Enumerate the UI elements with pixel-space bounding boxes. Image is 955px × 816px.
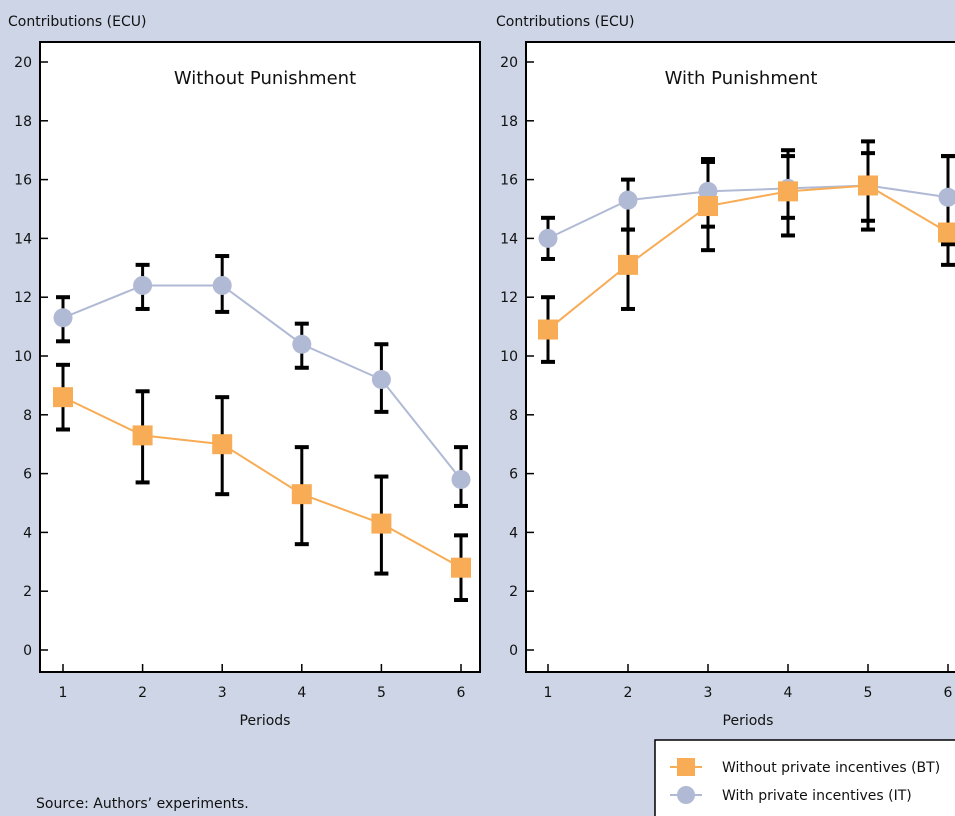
- y-tick-label: 12: [500, 290, 518, 306]
- data-point-it: [292, 334, 312, 354]
- y-tick-label: 0: [23, 643, 32, 659]
- data-point-it: [451, 469, 471, 489]
- y-tick-label: 20: [500, 55, 518, 71]
- y-tick-label: 18: [14, 114, 32, 130]
- y-tick-label: 16: [500, 173, 518, 189]
- data-point-bt: [858, 175, 878, 196]
- x-tick-label: 2: [624, 685, 633, 701]
- panel-with-punishment: Contributions (ECU) With Punishment Peri…: [496, 14, 955, 729]
- data-point-it: [618, 190, 638, 210]
- legend: Without private incentives (BT) With pri…: [654, 739, 955, 816]
- x-ticks: 1 2 3 4 5 6: [59, 664, 466, 701]
- x-tick-label: 1: [544, 685, 553, 701]
- y-tick-label: 0: [509, 643, 518, 659]
- series-layer: [538, 139, 955, 364]
- y-tick-label: 14: [14, 231, 32, 247]
- y-ticks: 0 2 4 6 8 10 12 14 16 18 20: [500, 55, 534, 659]
- series-layer: [53, 254, 471, 603]
- x-tick-label: 4: [297, 685, 306, 701]
- x-tick-label: 3: [218, 685, 227, 701]
- legend-it-circle-icon: [677, 786, 695, 804]
- data-point-bt: [132, 425, 153, 446]
- data-point-it: [212, 275, 232, 295]
- x-tick-label: 2: [138, 685, 147, 701]
- data-point-bt: [698, 196, 718, 217]
- legend-it-label: With private incentives (IT): [722, 788, 912, 804]
- error-bar-bt: [941, 154, 955, 267]
- series-line-it: [547, 184, 949, 240]
- x-tick-label: 5: [377, 685, 386, 701]
- y-tick-label: 18: [500, 114, 518, 130]
- y-tick-label: 8: [23, 408, 32, 424]
- x-ticks: 1 2 3 4 5 6: [544, 664, 953, 701]
- y-axis-label: Contributions (ECU): [8, 14, 146, 30]
- y-tick-label: 14: [500, 231, 518, 247]
- data-point-it: [53, 308, 73, 328]
- y-ticks: 0 2 4 6 8 10 12 14 16 18 20: [14, 55, 48, 659]
- x-tick-label: 6: [457, 685, 466, 701]
- data-point-it: [538, 228, 558, 248]
- y-tick-label: 12: [14, 290, 32, 306]
- x-tick-label: 3: [704, 685, 713, 701]
- legend-bt-square-icon: [677, 758, 695, 776]
- y-tick-label: 20: [14, 55, 32, 71]
- x-tick-label: 4: [784, 685, 793, 701]
- y-tick-label: 2: [23, 584, 32, 600]
- data-point-it: [371, 370, 391, 390]
- data-point-bt: [538, 319, 558, 340]
- data-point-bt: [618, 254, 638, 275]
- y-tick-label: 4: [23, 525, 32, 541]
- panel-without-punishment: Contributions (ECU) Without Punishment P…: [8, 14, 481, 729]
- legend-box: [654, 739, 955, 816]
- data-point-bt: [371, 513, 392, 534]
- y-tick-label: 16: [14, 173, 32, 189]
- source-note: Source: Authors’ experiments.: [36, 796, 249, 812]
- data-point-it: [938, 187, 955, 207]
- series-line-bt: [62, 396, 462, 569]
- data-point-bt: [778, 181, 798, 202]
- data-point-bt: [291, 484, 312, 505]
- x-tick-label: 5: [864, 685, 873, 701]
- legend-bt-label: Without private incentives (BT): [722, 760, 940, 776]
- plot-area: [39, 41, 481, 673]
- x-axis-label: Periods: [723, 713, 774, 729]
- x-axis-label: Periods: [240, 713, 291, 729]
- y-tick-label: 8: [509, 408, 518, 424]
- plot-area: [525, 41, 955, 673]
- y-tick-label: 4: [509, 525, 518, 541]
- y-tick-label: 2: [509, 584, 518, 600]
- y-tick-label: 6: [23, 467, 32, 483]
- data-point-it: [133, 275, 153, 295]
- data-point-bt: [938, 222, 955, 243]
- data-point-bt: [451, 557, 471, 578]
- y-tick-label: 6: [509, 467, 518, 483]
- chart-title: Without Punishment: [174, 68, 356, 89]
- series-line-bt: [547, 184, 949, 331]
- chart-title: With Punishment: [665, 68, 818, 89]
- y-axis-label: Contributions (ECU): [496, 14, 634, 30]
- y-tick-label: 10: [500, 349, 518, 365]
- x-tick-label: 6: [944, 685, 953, 701]
- data-point-bt: [53, 387, 73, 408]
- series-line-it: [62, 284, 462, 481]
- x-tick-label: 1: [59, 685, 68, 701]
- y-tick-label: 10: [14, 349, 32, 365]
- data-point-bt: [212, 434, 233, 455]
